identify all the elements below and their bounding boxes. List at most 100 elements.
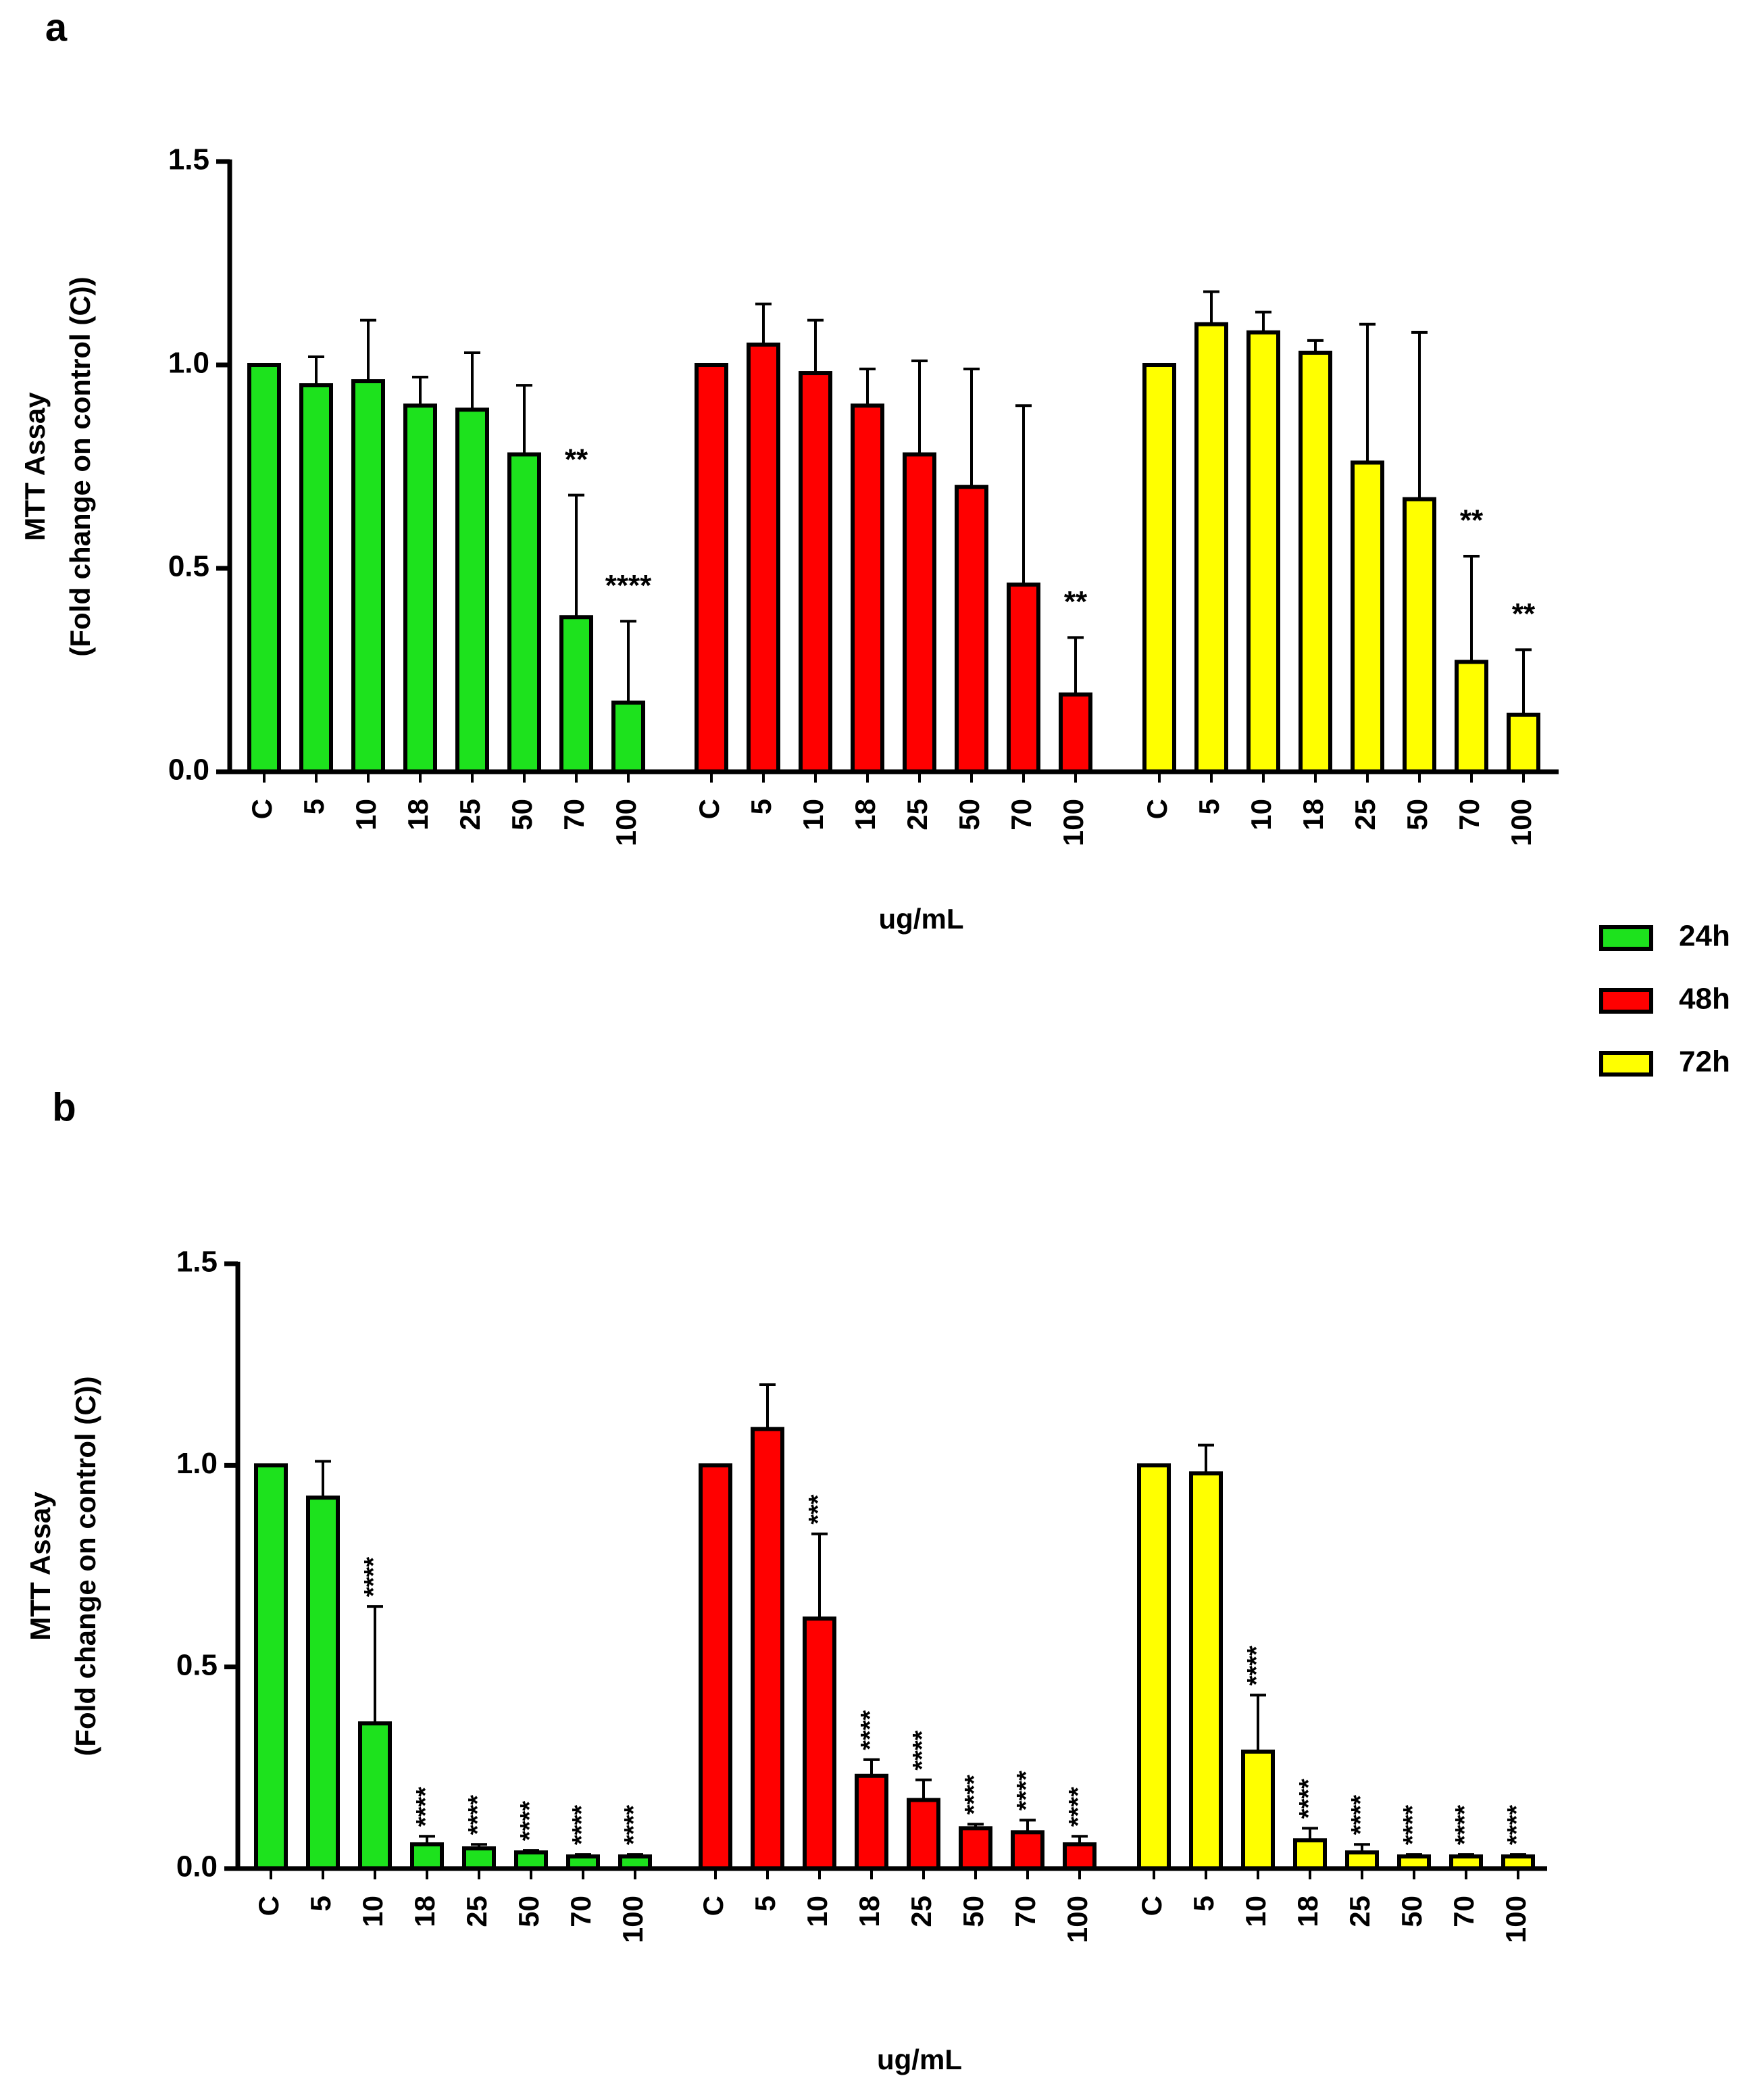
x-tick-label: 25 <box>461 1896 493 1927</box>
x-tick-label: 5 <box>298 799 330 814</box>
bar <box>903 452 936 774</box>
significance: **** <box>960 1775 988 1814</box>
significance: ** <box>565 443 588 476</box>
x-tick-label: 5 <box>1193 799 1225 814</box>
panel-label: a <box>45 5 68 49</box>
bar <box>351 379 385 774</box>
bar <box>1403 497 1436 774</box>
bar <box>1345 1850 1379 1871</box>
significance: **** <box>463 1795 492 1835</box>
bar <box>1063 1842 1097 1871</box>
bar <box>306 1496 340 1871</box>
x-tick-label: 70 <box>1448 1896 1480 1927</box>
x-tick-label: 70 <box>565 1896 597 1927</box>
x-tick-label: 5 <box>745 799 777 814</box>
x-axis-title: ug/mL <box>877 2044 962 2075</box>
x-tick-label: 100 <box>617 1896 649 1943</box>
bar <box>1011 1830 1044 1871</box>
x-tick-label: 10 <box>797 799 829 831</box>
significance: ** <box>1512 597 1536 631</box>
significance: **** <box>515 1801 544 1841</box>
bar <box>611 700 645 774</box>
significance: ** <box>1064 585 1088 618</box>
x-tick-label: C <box>693 799 725 819</box>
x-tick-label: 100 <box>1057 799 1089 846</box>
bar <box>514 1850 548 1871</box>
significance: **** <box>856 1710 884 1750</box>
y-axis-title: MTT Assay <box>24 1491 56 1641</box>
significance: **** <box>620 1805 648 1845</box>
significance: **** <box>1451 1805 1479 1845</box>
y-axis-title: MTT Assay <box>19 392 51 541</box>
x-tick-label: 10 <box>1245 799 1277 831</box>
significance: ** <box>1460 504 1484 537</box>
x-tick-label: 25 <box>901 799 933 831</box>
legend-swatch <box>1599 925 1653 951</box>
bar <box>955 485 988 774</box>
bar <box>247 363 281 774</box>
y-tick-label: 0.5 <box>176 1648 218 1681</box>
legend-label: 24h <box>1679 920 1730 953</box>
bar <box>410 1842 444 1871</box>
x-tick-label: C <box>246 799 278 819</box>
x-tick-label: 70 <box>1005 799 1037 831</box>
x-tick-label: 10 <box>801 1896 833 1927</box>
x-tick-label: 70 <box>558 799 590 831</box>
bar <box>1137 1463 1171 1871</box>
bar <box>699 1463 732 1871</box>
bar <box>1507 712 1540 774</box>
y-axis-title: (Fold change on control (C)) <box>64 276 96 656</box>
x-tick-label: C <box>253 1896 284 1916</box>
y-tick-label: 0.5 <box>168 550 209 583</box>
y-tick-label: 0.0 <box>176 1850 218 1883</box>
x-tick-label: 5 <box>305 1896 336 1911</box>
y-tick-label: 1.5 <box>168 143 209 176</box>
x-tick-label: 18 <box>1292 1896 1324 1927</box>
x-tick-label: 10 <box>350 799 382 831</box>
bar <box>559 615 593 774</box>
bar <box>403 403 437 774</box>
bar <box>799 371 832 774</box>
significance: **** <box>908 1730 936 1770</box>
x-tick-label: 50 <box>1396 1896 1428 1927</box>
bar <box>455 408 489 774</box>
bar <box>855 1773 888 1871</box>
significance: **** <box>1064 1787 1092 1827</box>
x-axis-title: ug/mL <box>879 903 964 935</box>
x-tick-label: C <box>697 1896 729 1916</box>
bar <box>747 342 780 774</box>
x-tick-label: C <box>1141 799 1173 819</box>
significance: **** <box>568 1805 596 1845</box>
significance: **** <box>359 1557 388 1597</box>
x-tick-label: 50 <box>513 1896 545 1927</box>
bar <box>1351 460 1384 774</box>
x-tick-label: 10 <box>1240 1896 1271 1927</box>
x-tick-label: 18 <box>849 799 881 831</box>
x-tick-label: 50 <box>1401 799 1433 831</box>
x-tick-label: 50 <box>506 799 538 831</box>
bar <box>751 1427 784 1871</box>
x-tick-label: 25 <box>1344 1896 1376 1927</box>
significance: **** <box>1346 1795 1375 1835</box>
significance: **** <box>1294 1779 1323 1819</box>
significance: *** <box>804 1494 832 1525</box>
x-tick-label: 100 <box>610 799 642 846</box>
bar <box>254 1463 288 1871</box>
bar <box>1194 322 1228 774</box>
x-tick-label: 18 <box>1297 799 1329 831</box>
panel-label: b <box>52 1085 76 1129</box>
y-tick-label: 1.0 <box>176 1447 218 1480</box>
x-tick-label: 100 <box>1500 1896 1532 1943</box>
x-tick-label: 70 <box>1009 1896 1041 1927</box>
bar <box>507 452 541 774</box>
bar <box>1241 1749 1275 1871</box>
x-tick-label: 25 <box>454 799 486 831</box>
bar <box>851 403 884 774</box>
significance: **** <box>1012 1771 1040 1810</box>
legend-swatch <box>1599 988 1653 1014</box>
significance: **** <box>1398 1805 1427 1845</box>
significance: **** <box>1503 1805 1531 1845</box>
legend-label: 72h <box>1679 1045 1730 1079</box>
x-tick-label: 18 <box>402 799 434 831</box>
